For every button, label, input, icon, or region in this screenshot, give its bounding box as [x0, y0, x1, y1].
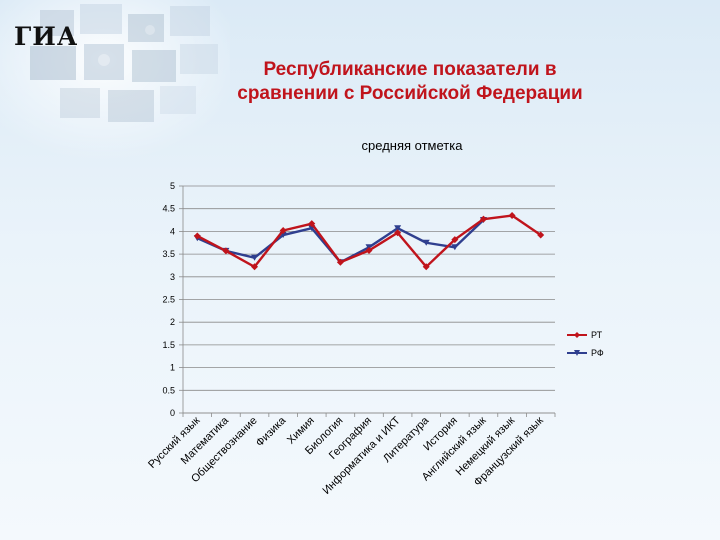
legend-marker	[574, 332, 580, 338]
data-point	[308, 220, 316, 228]
data-point	[394, 225, 402, 232]
y-axis: 0 0.5 1 1.5 2 2.5 3 3.5 4 4.5 5	[162, 181, 184, 418]
y-tick-label: 0.5	[162, 385, 175, 395]
data-point	[279, 226, 287, 234]
y-tick-label: 4	[170, 226, 175, 236]
y-tick-label: 3	[170, 272, 175, 282]
y-tick-label: 1	[170, 363, 175, 373]
data-point	[336, 258, 344, 266]
data-point	[394, 229, 402, 237]
chart-gridlines	[183, 185, 555, 414]
legend-label: РТ	[591, 330, 603, 340]
data-point	[251, 263, 259, 271]
series-line-1	[196, 219, 485, 264]
y-tick-label: 0	[170, 408, 175, 418]
data-point	[422, 263, 430, 271]
logo-text: ГИА	[14, 22, 79, 51]
y-tick-label: 2	[170, 317, 175, 327]
data-point	[479, 215, 487, 223]
data-point	[508, 212, 516, 220]
data-point	[422, 239, 430, 246]
data-point	[451, 244, 459, 251]
legend-label: РФ	[591, 348, 604, 358]
series-line-0	[196, 214, 542, 269]
chart-legend: РТ РФ	[567, 330, 604, 358]
x-axis: Русский языкМатематикаОбществознаниеФизи…	[146, 412, 556, 497]
slide-title-line-2: сравнении с Российской Федерации	[237, 83, 583, 104]
legend-marker	[574, 350, 580, 356]
y-tick-label: 3.5	[162, 249, 175, 259]
chart-title: средняя отметка	[362, 138, 464, 153]
data-point	[251, 254, 259, 261]
y-tick-label: 4.5	[162, 204, 175, 214]
slide-title-line-1: Республиканские показатели в	[263, 59, 557, 80]
data-point	[193, 232, 201, 240]
x-tick-label: Физика	[254, 414, 289, 449]
chart-series	[193, 212, 545, 271]
y-tick-label: 1.5	[162, 340, 175, 350]
data-point	[451, 236, 459, 244]
data-point	[222, 247, 230, 255]
y-tick-label: 5	[170, 181, 175, 191]
data-point	[537, 231, 545, 239]
line-chart: средняя отметка 0 0.5 1 1.5 2 2.5 3 3.5 4 4.5 5 Ру…	[146, 138, 604, 497]
data-point	[365, 246, 373, 254]
y-tick-label: 2.5	[162, 295, 175, 305]
slide-title: Республиканские показатели в сравнении с…	[200, 58, 620, 106]
